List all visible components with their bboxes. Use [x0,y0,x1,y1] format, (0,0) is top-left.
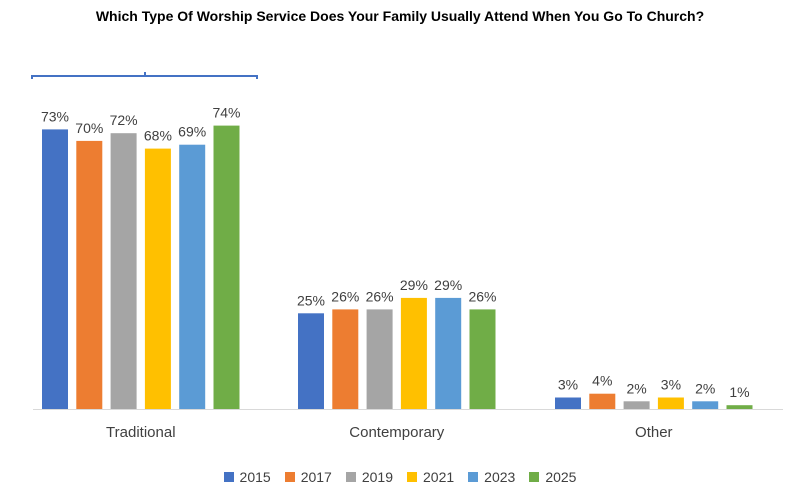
legend-item-2019: 2019 [345,469,393,485]
bar-traditional-2023 [179,144,206,409]
legend-item-2017: 2017 [284,469,332,485]
bar-other-2019 [623,401,650,409]
bracket-annotation [31,72,258,79]
data-label-contemporary-2023: 29% [434,277,462,293]
data-label-traditional-2015: 73% [41,108,69,124]
data-label-other-2021: 3% [661,377,681,393]
legend-swatch-2021 [407,472,417,482]
legend-label-2017: 2017 [300,469,332,485]
data-label-contemporary-2025: 26% [468,288,496,304]
legend-item-2015: 2015 [223,469,271,485]
legend-swatch-2019 [345,472,356,482]
bar-other-2023 [692,401,719,409]
bar-traditional-2021 [144,148,171,409]
legend-swatch-2015 [223,472,234,482]
bar-other-2021 [657,397,684,409]
data-label-other-2025: 1% [729,384,749,400]
bar-contemporary-2021 [400,297,427,409]
data-label-traditional-2017: 70% [75,120,103,136]
legend-item-2023: 2023 [468,469,515,485]
data-label-other-2017: 4% [592,373,612,389]
data-label-contemporary-2019: 26% [366,288,394,304]
bar-contemporary-2017 [332,309,359,409]
bar-other-2017 [589,393,616,409]
legend: 2015 2017 2019 2021 2023 2025 [0,469,800,485]
data-labels-layer: 73% 25% 3% 70% 26% 4% 72% 26% 2% 68% 29% 3% 69% 29% 2%… [41,105,750,401]
legend-swatch-2017 [284,472,295,482]
bar-other-2025 [726,405,753,409]
bar-contemporary-2025 [469,309,496,409]
bar-contemporary-2015 [298,313,324,410]
legend-label-2023: 2023 [484,469,516,485]
data-label-traditional-2025: 74% [212,105,240,121]
category-labels-layer: Traditional Contemporary Other [106,424,673,441]
legend-swatch-2023 [468,472,479,482]
bar-traditional-2017 [76,140,103,409]
legend-label-2019: 2019 [361,469,393,485]
data-label-traditional-2019: 72% [110,112,138,128]
data-label-contemporary-2021: 29% [400,277,428,293]
bar-traditional-2019 [110,133,137,409]
data-label-other-2023: 2% [695,380,715,396]
legend-label-2025: 2025 [545,469,577,485]
legend-item-2025: 2025 [529,469,576,485]
legend-label-2015: 2015 [239,469,271,485]
chart-title: Which Type Of Worship Service Does Your … [95,8,705,24]
data-label-traditional-2021: 68% [144,128,172,144]
data-label-other-2019: 2% [626,380,646,396]
legend-label-2021: 2021 [423,469,455,485]
data-label-traditional-2023: 69% [178,124,206,140]
bars-layer [42,125,753,410]
legend-swatch-2025 [529,472,540,482]
data-label-contemporary-2015: 25% [297,292,325,308]
data-label-contemporary-2017: 26% [331,288,359,304]
bar-contemporary-2019 [366,309,393,409]
data-label-other-2015: 3% [558,377,578,393]
bar-other-2015 [555,397,581,409]
category-label-other: Other [635,424,673,441]
legend-item-2021: 2021 [407,469,454,485]
bar-traditional-2025 [213,125,240,409]
category-label-traditional: Traditional [106,424,175,441]
bar-traditional-2015 [42,129,68,409]
bar-contemporary-2023 [435,297,462,409]
category-label-contemporary: Contemporary [349,424,445,441]
